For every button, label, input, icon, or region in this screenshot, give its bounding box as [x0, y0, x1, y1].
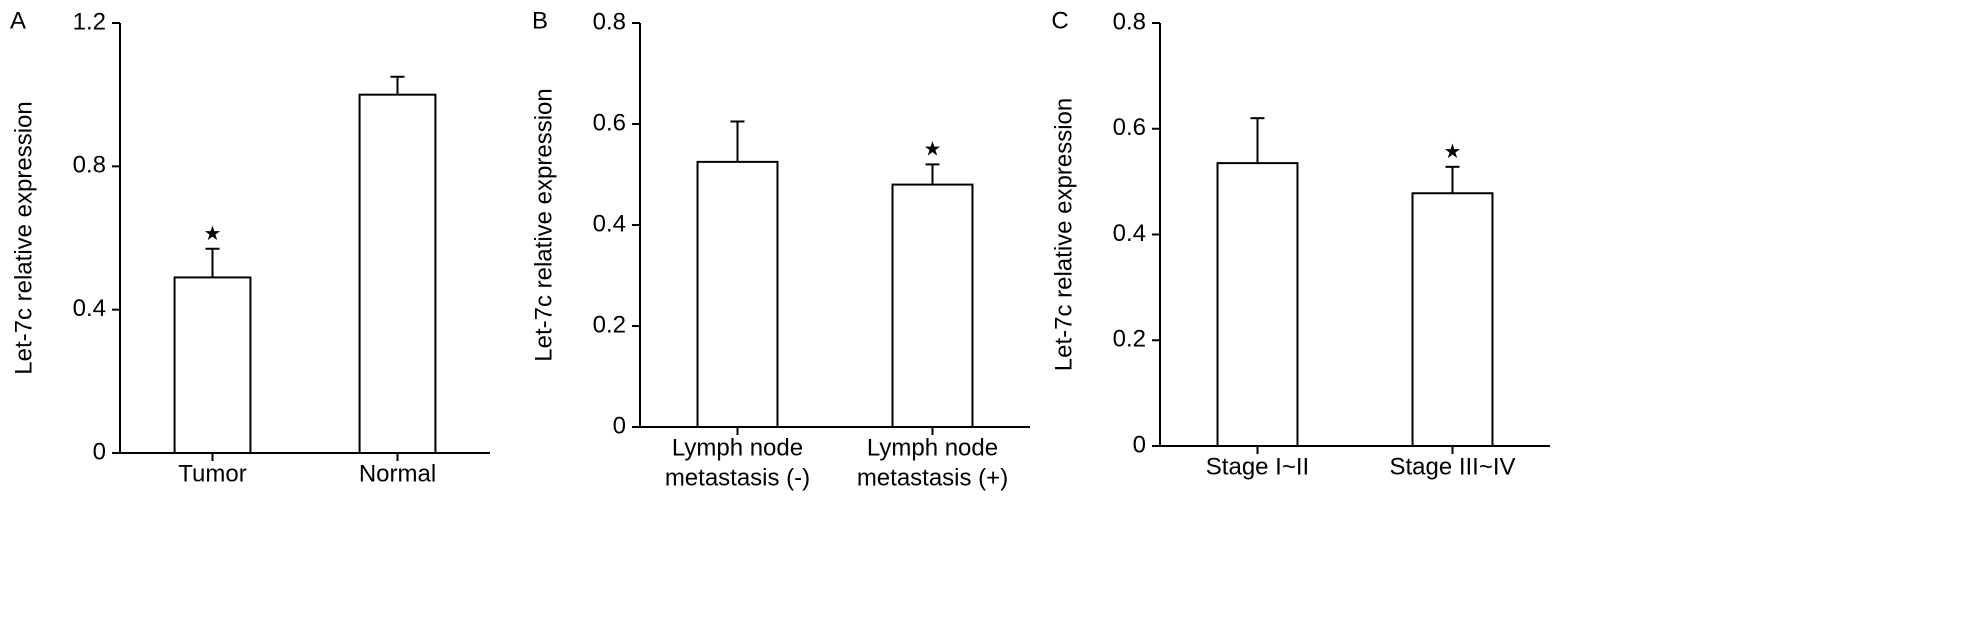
- significance-star: ★: [204, 223, 222, 245]
- y-tick-label: 0.6: [1113, 114, 1146, 141]
- y-tick-label: 0.8: [593, 8, 626, 35]
- x-tick-label: Normal: [359, 460, 436, 487]
- x-tick-label: metastasis (-): [665, 464, 810, 491]
- y-tick-label: 0: [613, 412, 626, 439]
- y-tick-label: 0: [1133, 431, 1146, 458]
- y-tick-label: 0.6: [593, 109, 626, 136]
- y-tick-label: 0.4: [73, 295, 106, 322]
- bar: [1411, 192, 1494, 447]
- x-tick-label: metastasis (+): [857, 464, 1008, 491]
- y-axis-label: Let-7c relative expression: [10, 101, 37, 374]
- x-tick-label: Stage III~IV: [1389, 453, 1515, 480]
- x-tick-label: Stage I~II: [1206, 453, 1309, 480]
- panel-label: A: [10, 7, 26, 34]
- bar: [891, 183, 974, 428]
- x-tick-label: Lymph node: [672, 434, 803, 461]
- bar: [173, 276, 252, 454]
- bar: [1216, 162, 1299, 447]
- y-axis-label: Let-7c relative expression: [530, 88, 557, 361]
- y-axis-label: Let-7c relative expression: [1050, 98, 1077, 371]
- bar: [358, 93, 437, 455]
- y-tick-label: 0.8: [1113, 8, 1146, 35]
- panel-label: C: [1051, 7, 1068, 34]
- y-tick-label: 0.8: [73, 152, 106, 179]
- y-tick-label: 0.4: [1113, 220, 1146, 247]
- y-tick-label: 0: [93, 438, 106, 465]
- y-tick-label: 0.2: [1113, 326, 1146, 353]
- y-tick-label: 0.2: [593, 311, 626, 338]
- bar: [696, 160, 779, 428]
- significance-star: ★: [924, 139, 942, 161]
- x-tick-label: Tumor: [178, 460, 246, 487]
- y-tick-label: 1.2: [73, 8, 106, 35]
- y-tick-label: 0.4: [593, 210, 626, 237]
- x-tick-label: Lymph node: [867, 434, 998, 461]
- panel-label: B: [532, 7, 548, 34]
- significance-star: ★: [1444, 141, 1462, 163]
